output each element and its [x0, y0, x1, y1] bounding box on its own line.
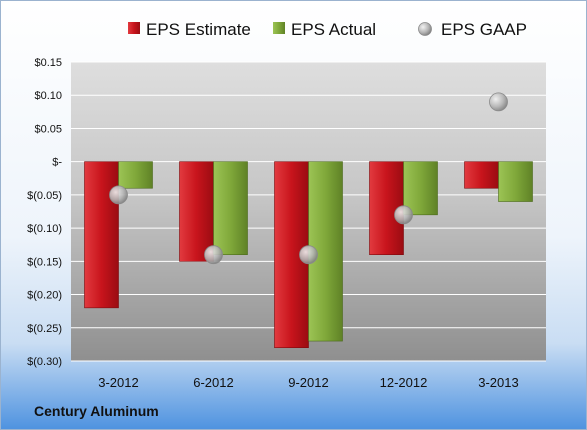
legend-label-gaap: EPS GAAP	[441, 20, 527, 39]
gaap-point	[489, 92, 508, 112]
gaap-point	[204, 245, 223, 265]
x-category-label: 3-2012	[98, 375, 138, 390]
gaap-point	[299, 245, 318, 265]
y-tick-label: $(0.15)	[27, 256, 62, 268]
y-tick-label: $(0.10)	[27, 223, 62, 235]
x-category-label: 9-2012	[288, 375, 328, 390]
legend-swatch-gaap	[418, 22, 432, 36]
legend-item-gaap: EPS GAAP	[418, 20, 527, 39]
x-category-label: 6-2012	[193, 375, 233, 390]
y-axis-ticks: $0.15 $0.10 $0.05 $- $(0.05) $(0.10) $(0.15) $(…	[27, 57, 62, 368]
estimate-bar	[464, 161, 499, 189]
legend-label-estimate: EPS Estimate	[146, 20, 251, 39]
y-tick-label: $0.15	[34, 57, 62, 69]
y-tick-label: $0.10	[34, 90, 62, 102]
y-tick-label: $-	[52, 157, 62, 169]
y-tick-label: $(0.05)	[27, 190, 62, 202]
y-tick-label: $0.05	[34, 123, 62, 135]
legend-item-actual: EPS Actual	[273, 20, 376, 39]
actual-bar	[118, 161, 153, 189]
legend-item-estimate: EPS Estimate	[128, 20, 251, 39]
y-tick-label: $(0.30)	[27, 356, 62, 368]
gaap-point	[109, 185, 128, 205]
estimate-bar	[179, 161, 214, 262]
legend: EPS Estimate EPS Actual EPS GAAP	[128, 20, 527, 39]
legend-swatch-estimate	[128, 22, 140, 34]
company-name: Century Aluminum	[34, 403, 159, 419]
x-category-label: 3-2013	[478, 375, 518, 390]
gaap-points	[109, 92, 508, 265]
actual-bar	[213, 161, 248, 255]
y-tick-label: $(0.20)	[27, 290, 62, 302]
legend-label-actual: EPS Actual	[291, 20, 376, 39]
legend-swatch-actual	[273, 22, 285, 34]
bars	[84, 161, 533, 349]
estimate-bar	[84, 161, 119, 309]
y-tick-label: $(0.25)	[27, 323, 62, 335]
gaap-point	[394, 205, 413, 225]
actual-bar	[498, 161, 533, 202]
x-axis-categories: 3-2012 6-2012 9-2012 12-2012 3-2013	[98, 375, 518, 390]
x-category-label: 12-2012	[380, 375, 428, 390]
actual-bar	[403, 161, 438, 216]
